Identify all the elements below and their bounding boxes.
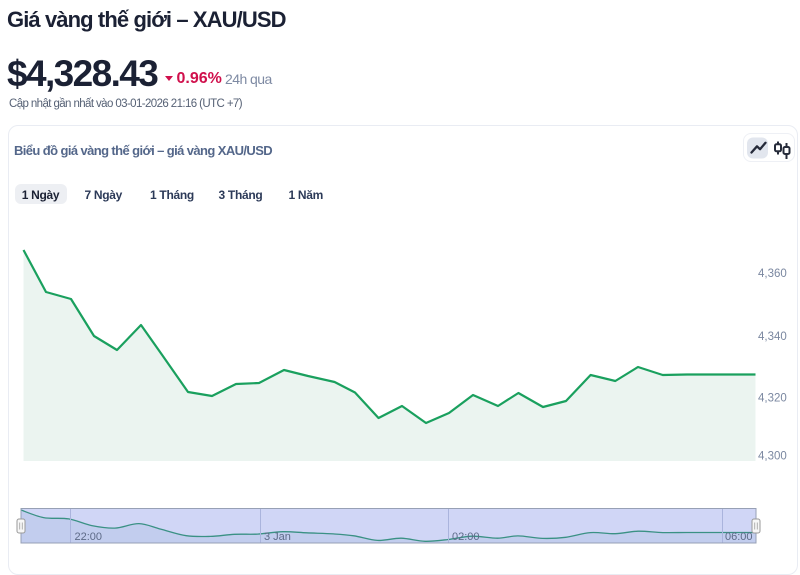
svg-text:02:00: 02:00 <box>452 531 480 543</box>
svg-text:4,340: 4,340 <box>758 331 787 343</box>
svg-text:3 Jan: 3 Jan <box>264 531 291 543</box>
svg-text:06:00: 06:00 <box>725 531 753 543</box>
svg-text:4,300: 4,300 <box>758 451 787 463</box>
svg-text:4,360: 4,360 <box>758 268 787 280</box>
svg-text:4,320: 4,320 <box>758 393 787 405</box>
svg-text:22:00: 22:00 <box>75 531 103 543</box>
